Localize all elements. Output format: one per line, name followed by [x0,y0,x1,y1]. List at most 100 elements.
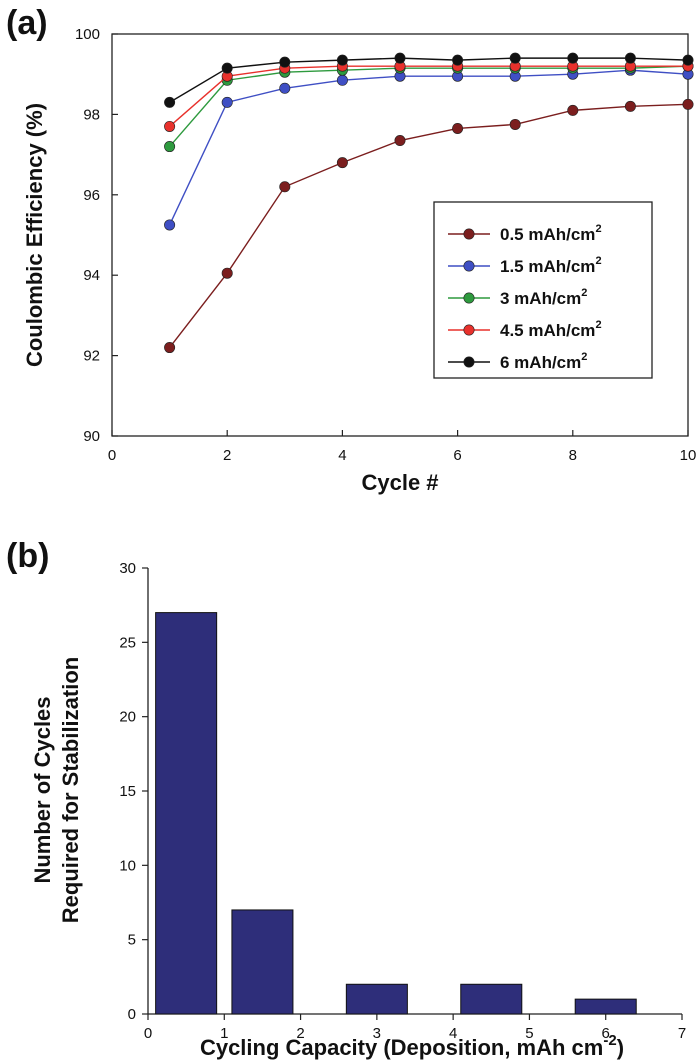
legend-label-sup: 2 [581,287,587,299]
y-tick-label-b: 5 [128,932,136,949]
x-axis-title-a: Cycle # [361,470,438,495]
series-line [169,57,689,103]
data-point [509,52,521,64]
y-tick-label-a: 96 [83,187,100,204]
y-tick-label-b: 25 [119,634,136,651]
x-axis-title-b-close: ) [617,1035,624,1060]
legend-item-1: 1.5 mAh/cm2 [448,255,602,276]
x-tick-label-b: 0 [144,1025,152,1042]
data-point [164,219,176,231]
data-point [336,54,348,66]
legend-label-text: 4.5 mAh/cm [500,321,595,340]
legend-item-4: 6 mAh/cm2 [448,351,587,372]
bar-2 [345,983,408,1015]
legend-label: 6 mAh/cm2 [500,351,587,372]
data-point [221,267,233,279]
y-tick-label-b: 10 [119,857,136,874]
series-line [169,65,689,148]
y-tick-label-a: 100 [75,26,100,43]
series-line [169,65,688,127]
data-point [279,56,291,68]
series-0 [164,98,694,354]
legend-label-sup: 2 [595,223,601,235]
y-tick-label-a: 90 [83,428,100,445]
x-tick-label-a: 10 [680,447,697,464]
x-tick-label-b: 4 [449,1025,457,1042]
x-tick-label-a: 0 [108,447,116,464]
data-point [394,52,406,64]
x-tick-label-b: 5 [525,1025,533,1042]
y-axis-title-b-line1: Number of Cycles [30,696,55,883]
bar-1 [231,909,294,1015]
x-tick-label-b: 7 [678,1025,686,1042]
data-point [624,52,636,64]
x-axis-title-b-sup: -2 [603,1032,616,1049]
data-point [336,74,348,86]
x-tick-label-b: 1 [220,1025,228,1042]
legend-label-sup: 2 [595,319,601,331]
data-point [164,96,176,108]
data-point [279,82,291,94]
data-point [221,96,233,108]
legend-item-2: 3 mAh/cm2 [448,287,587,308]
legend-label: 1.5 mAh/cm2 [500,255,602,276]
legend-label-sup: 2 [595,255,601,267]
bar-3 [460,983,523,1015]
data-point [567,52,579,64]
legend-item-3: 4.5 mAh/cm2 [448,319,602,340]
y-tick-label-b: 15 [119,783,136,800]
data-point [164,120,176,132]
x-tick-label-a: 6 [453,447,461,464]
plot-frame-a [111,33,689,437]
legend-label: 4.5 mAh/cm2 [500,319,602,340]
series-4 [164,52,694,108]
data-point [509,118,521,130]
y-axis-title-b-line2: Required for Stabilization [58,657,83,923]
data-point [221,62,233,74]
data-point [279,181,291,193]
panel-label-b: (b) [6,537,49,575]
y-tick-label-b: 30 [119,560,136,577]
y-tick-label-b: 20 [119,709,136,726]
legend-label: 3 mAh/cm2 [500,287,587,308]
y-axis-title-a: Coulombic Efficiency (%) [22,103,47,367]
data-point [452,54,464,66]
legend-label-text: 3 mAh/cm [500,289,581,308]
data-point [394,135,406,147]
y-tick-label-a: 92 [83,348,100,365]
legend-marker [463,324,475,336]
series-line [169,103,689,348]
bar-4 [574,998,637,1015]
data-point [567,104,579,116]
legend-label-sup: 2 [581,351,587,363]
legend-label-text: 1.5 mAh/cm [500,257,595,276]
y-tick-label-a: 98 [83,106,100,123]
legend-marker [463,260,475,272]
data-point [682,54,694,66]
x-axis-title-b: Cycling Capacity (Deposition, mAh cm-2) [200,1032,624,1060]
legend-marker [463,292,475,304]
x-tick-label-a: 8 [569,447,577,464]
x-tick-label-b: 2 [296,1025,304,1042]
legend-marker [463,356,475,368]
x-tick-label-b: 6 [602,1025,610,1042]
bar-0 [155,612,218,1015]
data-point [682,98,694,110]
panel-label-a: (a) [6,4,48,42]
x-tick-label-a: 2 [223,447,231,464]
data-point [164,141,176,153]
legend-item-0: 0.5 mAh/cm2 [448,223,602,244]
legend-label-text: 0.5 mAh/cm [500,225,595,244]
x-tick-label-b: 3 [373,1025,381,1042]
series-line [168,69,689,226]
y-tick-label-b: 0 [128,1006,136,1023]
data-point [164,342,176,354]
x-tick-label-a: 4 [338,447,346,464]
data-point [336,157,348,169]
data-point [624,100,636,112]
x-axis-title-b-text: Cycling Capacity (Deposition, mAh cm [200,1035,603,1060]
y-tick-label-a: 94 [83,267,100,284]
legend-marker [463,228,475,240]
legend-label-text: 6 mAh/cm [500,353,581,372]
